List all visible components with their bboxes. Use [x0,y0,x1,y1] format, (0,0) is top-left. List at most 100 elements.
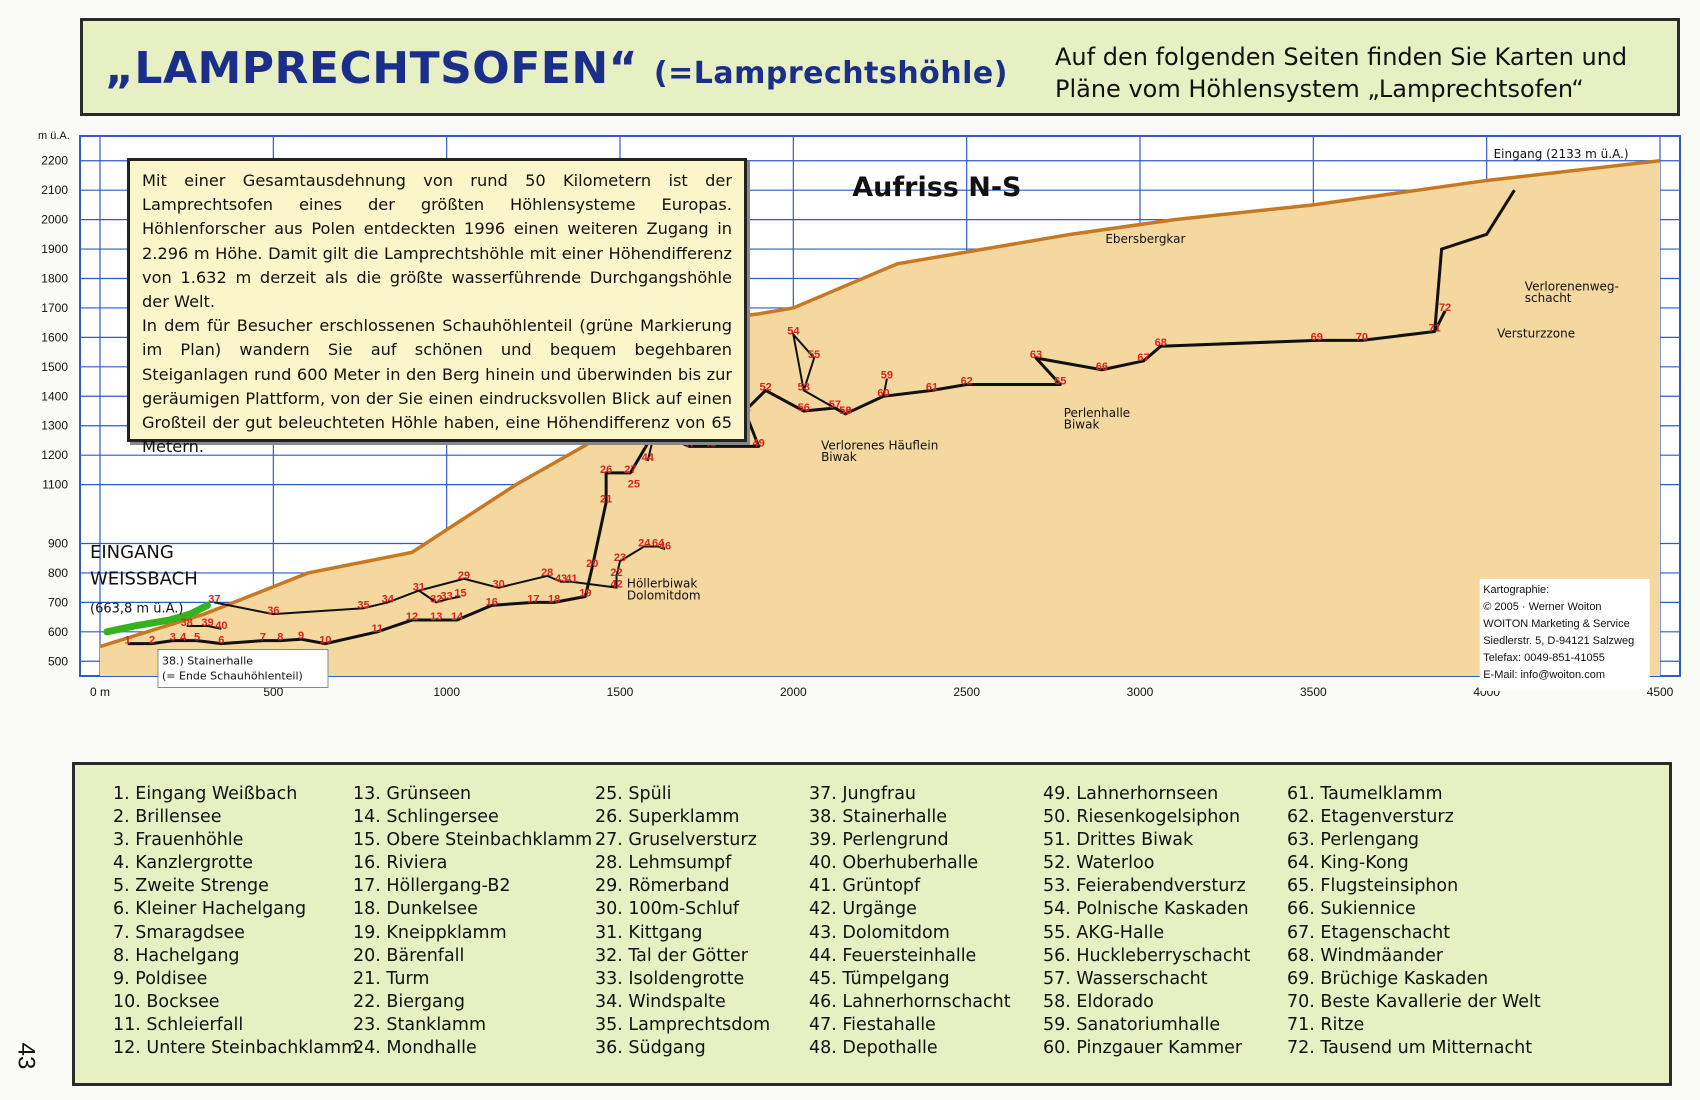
y-tick-label: 600 [48,625,68,639]
credit-line: Kartographie: [1483,584,1549,596]
cave-point-label: 36 [267,605,279,617]
cave-point-label: 32 [430,593,442,605]
legend-panel: 1. Eingang Weißbach 2. Brillensee 3. Fraue… [72,762,1672,1086]
legend-column: 37. Jungfrau 38. Stainerhalle 39. Perlengr… [809,783,1069,1060]
legend-item: 10. Bocksee [113,991,220,1012]
legend-item: 18. Dunkelsee [353,899,478,920]
y-axis-unit: m ü.A. [38,130,70,142]
legend-item: 45. Tümpelgang [809,968,950,989]
cave-point-label: 31 [413,582,425,594]
legend-item: 50. Riesenkogelsiphon [1043,807,1241,828]
legend-item: 63. Perlengang [1287,830,1420,851]
cave-point-label: 23 [614,552,626,564]
cave-point-label: 70 [1356,331,1368,343]
cave-point-label: 39 [201,617,213,629]
cave-point-label: 65 [1054,376,1066,388]
legend-item: 62. Etagenversturz [1287,807,1454,828]
legend-item: 19. Kneippklamm [353,922,507,943]
cave-point-label: 41 [565,573,577,585]
legend-item: 32. Tal der Götter [595,945,748,966]
cave-point-label: 38 [181,617,193,629]
credit-line: Telefax: 0049-851-41055 [1483,652,1605,664]
y-tick-label: 1600 [41,330,68,344]
y-tick-label: 1900 [41,242,68,256]
legend-item: 6. Kleiner Hachelgang [113,899,307,920]
cave-point-label: 58 [839,405,851,417]
legend-item: 21. Turm [353,968,430,989]
y-tick-label: 1700 [41,301,68,315]
legend-item: 61. Taumelklamm [1287,784,1443,804]
cave-point-label: 71 [1429,323,1441,335]
cave-point-label: 68 [1155,337,1167,349]
place-label: Ebersbergkar [1105,232,1185,246]
legend-item: 60. Pinzgauer Kammer [1043,1038,1243,1059]
place-label: Biwak [821,450,857,464]
legend-item: 23. Stanklamm [353,1014,486,1035]
x-tick-label: 2000 [780,685,807,699]
side-passage [882,378,888,397]
y-tick-label: 2000 [41,213,68,227]
title-main: „LAMPRECHTSOFEN“ [105,43,639,94]
y-tick-label: 2200 [41,154,68,168]
y-tick-label: 1400 [41,389,68,403]
legend-item: 22. Biergang [353,991,465,1012]
legend-item: 34. Windspalte [595,991,726,1012]
legend-item: 17. Höllergang-B2 [353,876,511,897]
legend-item: 71. Ritze [1287,1014,1365,1035]
legend-item: 44. Feuersteinhalle [809,945,977,966]
entrance-bottom-label: EINGANG [90,542,174,563]
stainerhalle-box [157,649,329,688]
legend-item: 68. Windmäander [1287,945,1444,966]
legend-column: 49. Lahnerhornseen 50. Riesenkogelsiphon 5… [1043,783,1303,1060]
legend-item: 66. Sukiennice [1287,899,1416,920]
cave-point-label: 50 [839,405,851,417]
x-tick-label: 2500 [953,685,980,699]
terrain [99,158,1661,676]
legend-item: 55. AKG-Halle [1043,922,1165,943]
info-paragraph-2: In dem für Besucher erschlossenen Schauh… [142,316,732,457]
legend-item: 64. King-Kong [1287,853,1409,874]
legend-item: 1. Eingang Weißbach [113,784,298,804]
legend-item: 57. Wasserschacht [1043,968,1208,989]
cave-point-label: 28 [541,567,553,579]
cave-point-label: 53 [798,381,810,393]
info-box: Mit einer Gesamtausdehnung von rund 50 K… [127,158,747,456]
cave-point-label: 33 [441,590,453,602]
cave-point-label: 61 [926,381,938,393]
entrance-bottom-label: WEISSBACH [90,569,198,590]
info-paragraph-1: Mit einer Gesamtausdehnung von rund 50 K… [142,171,732,312]
legend-item: 35. Lamprechtsdom [595,1014,771,1035]
cave-point-label: 12 [406,611,418,623]
legend-item: 54. Polnische Kaskaden [1043,899,1249,920]
cave-point-label: 1 [125,635,131,647]
cave-point-label: 19 [579,588,591,600]
entrance-altitude: (663,8 m ü.A.) [90,602,183,617]
cave-point-label: 6 [218,635,224,647]
credits-box [1479,578,1650,691]
cave-point-label: 10 [319,635,331,647]
cave-point-label: 64 [652,537,665,549]
cave-point-label: 21 [600,493,612,505]
legend-item: 49. Lahnerhornseen [1043,784,1219,804]
legend-item: 30. 100m-Schluf [595,899,740,920]
x-tick-label: 4500 [1647,685,1674,699]
y-tick-label: 800 [48,566,68,580]
legend-column: 61. Taumelklamm 62. Etagenversturz 63. Per… [1287,783,1547,1060]
place-label: Dolomitdom [627,588,701,602]
legend-item: 38. Stainerhalle [809,807,948,828]
cave-point-label: 30 [493,579,505,591]
y-tick-label: 1200 [41,448,68,462]
legend-item: 29. Römerband [595,876,730,897]
legend-item: 2. Brillensee [113,807,222,828]
x-tick-label: 500 [263,685,283,699]
legend-item: 14. Schlingersee [353,807,499,828]
cave-point-label: 14 [451,611,464,623]
page-title: „LAMPRECHTSOFEN“ (=Lamprechtshöhle) [105,43,1008,94]
y-tick-label: 900 [48,537,68,551]
place-label: Verlorenes Häuflein [821,438,938,452]
y-tick-label: 700 [48,595,68,609]
legend-item: 40. Oberhuberhalle [809,853,979,874]
legend-item: 51. Drittes Biwak [1043,830,1194,851]
legend-item: 72. Tausend um Mitternacht [1287,1038,1533,1059]
place-label: schacht [1525,291,1572,305]
